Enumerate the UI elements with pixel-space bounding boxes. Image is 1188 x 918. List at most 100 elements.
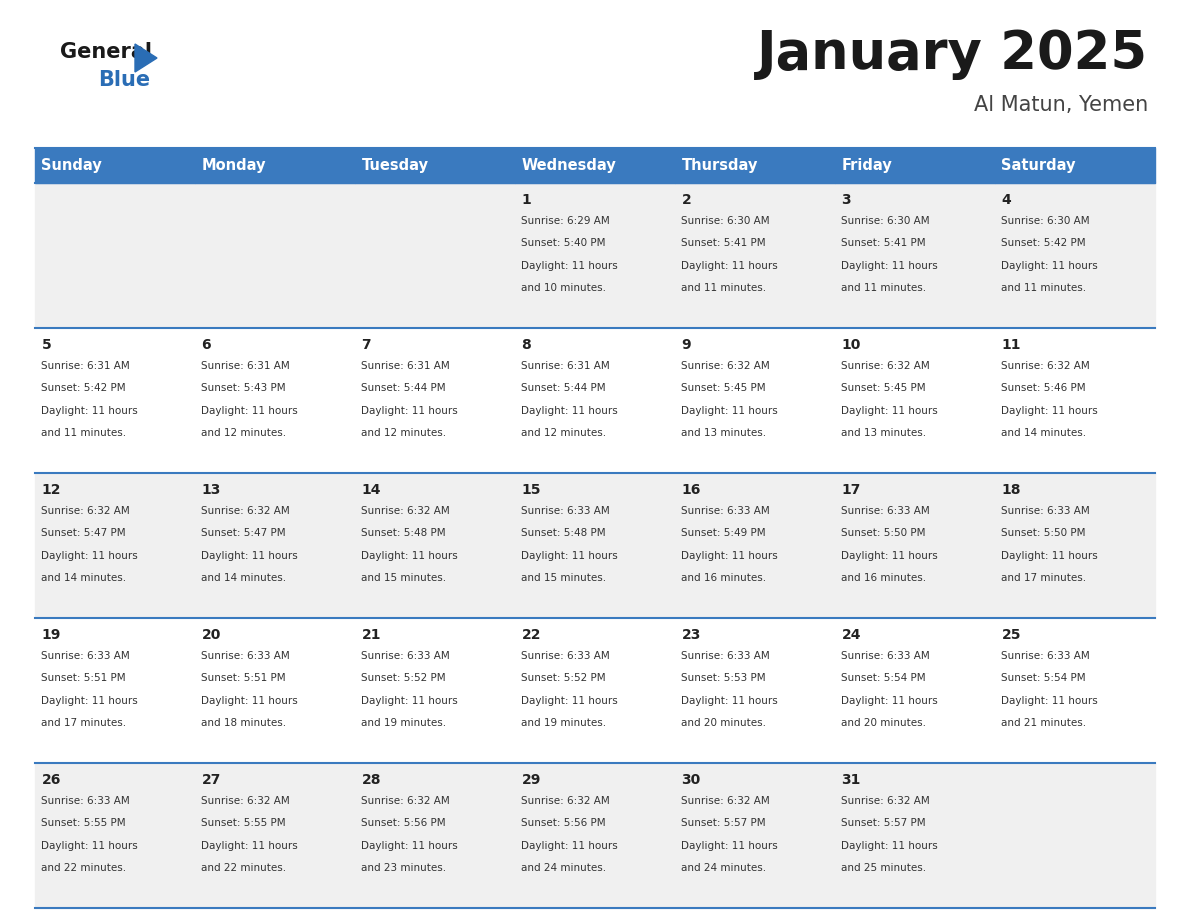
Bar xyxy=(34,148,195,183)
Text: Sunrise: 6:32 AM: Sunrise: 6:32 AM xyxy=(682,361,770,371)
Text: Sunrise: 6:31 AM: Sunrise: 6:31 AM xyxy=(522,361,611,371)
Text: 20: 20 xyxy=(202,628,221,643)
Text: Daylight: 11 hours: Daylight: 11 hours xyxy=(841,406,939,416)
Text: 23: 23 xyxy=(682,628,701,643)
Text: Daylight: 11 hours: Daylight: 11 hours xyxy=(1001,406,1098,416)
Bar xyxy=(675,328,835,473)
Bar xyxy=(355,328,516,473)
Text: and 14 minutes.: and 14 minutes. xyxy=(42,573,127,583)
Text: Sunset: 5:44 PM: Sunset: 5:44 PM xyxy=(522,383,606,393)
Bar xyxy=(996,328,1155,473)
Text: Sunset: 5:55 PM: Sunset: 5:55 PM xyxy=(42,818,126,828)
Text: 29: 29 xyxy=(522,773,541,787)
Text: Sunrise: 6:33 AM: Sunrise: 6:33 AM xyxy=(841,506,930,516)
Text: 14: 14 xyxy=(361,483,381,498)
Text: and 24 minutes.: and 24 minutes. xyxy=(522,863,607,873)
Text: Tuesday: Tuesday xyxy=(361,158,429,173)
Text: Sunrise: 6:33 AM: Sunrise: 6:33 AM xyxy=(1001,651,1091,661)
Text: and 12 minutes.: and 12 minutes. xyxy=(361,428,447,438)
Text: and 11 minutes.: and 11 minutes. xyxy=(841,283,927,293)
Polygon shape xyxy=(135,44,157,72)
Text: Daylight: 11 hours: Daylight: 11 hours xyxy=(682,406,778,416)
Text: Daylight: 11 hours: Daylight: 11 hours xyxy=(42,841,138,851)
Text: and 21 minutes.: and 21 minutes. xyxy=(1001,718,1087,728)
Text: Sunrise: 6:32 AM: Sunrise: 6:32 AM xyxy=(841,361,930,371)
Text: 4: 4 xyxy=(1001,193,1011,207)
Text: Sunset: 5:50 PM: Sunset: 5:50 PM xyxy=(1001,528,1086,538)
Text: Sunrise: 6:29 AM: Sunrise: 6:29 AM xyxy=(522,216,611,226)
Text: 17: 17 xyxy=(841,483,861,498)
Text: Sunset: 5:45 PM: Sunset: 5:45 PM xyxy=(682,383,766,393)
Text: January 2025: January 2025 xyxy=(757,28,1148,80)
Text: Sunset: 5:51 PM: Sunset: 5:51 PM xyxy=(42,673,126,683)
Text: 21: 21 xyxy=(361,628,381,643)
Text: Sunrise: 6:32 AM: Sunrise: 6:32 AM xyxy=(682,796,770,806)
Bar xyxy=(996,473,1155,618)
Text: Sunrise: 6:30 AM: Sunrise: 6:30 AM xyxy=(682,216,770,226)
Bar xyxy=(34,183,195,328)
Text: and 23 minutes.: and 23 minutes. xyxy=(361,863,447,873)
Bar xyxy=(355,618,516,763)
Text: 12: 12 xyxy=(42,483,61,498)
Text: Sunrise: 6:32 AM: Sunrise: 6:32 AM xyxy=(202,506,290,516)
Text: 5: 5 xyxy=(42,338,51,353)
Bar xyxy=(835,473,996,618)
Text: 1: 1 xyxy=(522,193,531,207)
Text: Sunset: 5:51 PM: Sunset: 5:51 PM xyxy=(202,673,286,683)
Text: Sunrise: 6:33 AM: Sunrise: 6:33 AM xyxy=(682,506,770,516)
Text: 10: 10 xyxy=(841,338,861,353)
Bar xyxy=(355,763,516,908)
Text: Daylight: 11 hours: Daylight: 11 hours xyxy=(42,696,138,706)
Text: and 14 minutes.: and 14 minutes. xyxy=(1001,428,1087,438)
Bar xyxy=(835,763,996,908)
Bar xyxy=(675,148,835,183)
Text: Sunset: 5:56 PM: Sunset: 5:56 PM xyxy=(522,818,606,828)
Text: and 20 minutes.: and 20 minutes. xyxy=(841,718,927,728)
Text: 30: 30 xyxy=(682,773,701,787)
Text: 27: 27 xyxy=(202,773,221,787)
Bar xyxy=(675,618,835,763)
Bar xyxy=(355,183,516,328)
Bar xyxy=(195,763,355,908)
Text: Sunset: 5:56 PM: Sunset: 5:56 PM xyxy=(361,818,446,828)
Text: 7: 7 xyxy=(361,338,371,353)
Text: Sunset: 5:41 PM: Sunset: 5:41 PM xyxy=(682,238,766,248)
Text: Daylight: 11 hours: Daylight: 11 hours xyxy=(841,261,939,271)
Text: Daylight: 11 hours: Daylight: 11 hours xyxy=(841,841,939,851)
Text: Daylight: 11 hours: Daylight: 11 hours xyxy=(202,551,298,561)
Text: Thursday: Thursday xyxy=(682,158,758,173)
Text: Sunset: 5:52 PM: Sunset: 5:52 PM xyxy=(361,673,446,683)
Text: Sunset: 5:54 PM: Sunset: 5:54 PM xyxy=(1001,673,1086,683)
Text: Daylight: 11 hours: Daylight: 11 hours xyxy=(202,696,298,706)
Bar xyxy=(516,148,675,183)
Bar xyxy=(516,473,675,618)
Text: Sunset: 5:48 PM: Sunset: 5:48 PM xyxy=(361,528,446,538)
Text: and 18 minutes.: and 18 minutes. xyxy=(202,718,286,728)
Text: Sunset: 5:57 PM: Sunset: 5:57 PM xyxy=(841,818,925,828)
Text: and 11 minutes.: and 11 minutes. xyxy=(682,283,766,293)
Bar xyxy=(195,618,355,763)
Text: Sunrise: 6:33 AM: Sunrise: 6:33 AM xyxy=(522,651,611,661)
Text: Daylight: 11 hours: Daylight: 11 hours xyxy=(522,261,618,271)
Bar xyxy=(195,183,355,328)
Text: 11: 11 xyxy=(1001,338,1020,353)
Text: and 16 minutes.: and 16 minutes. xyxy=(841,573,927,583)
Text: Sunrise: 6:33 AM: Sunrise: 6:33 AM xyxy=(841,651,930,661)
Bar xyxy=(34,328,195,473)
Text: and 12 minutes.: and 12 minutes. xyxy=(522,428,607,438)
Bar xyxy=(516,618,675,763)
Text: and 20 minutes.: and 20 minutes. xyxy=(682,718,766,728)
Bar xyxy=(996,763,1155,908)
Text: 18: 18 xyxy=(1001,483,1020,498)
Text: Wednesday: Wednesday xyxy=(522,158,617,173)
Text: Daylight: 11 hours: Daylight: 11 hours xyxy=(841,696,939,706)
Text: Daylight: 11 hours: Daylight: 11 hours xyxy=(42,551,138,561)
Text: Sunset: 5:55 PM: Sunset: 5:55 PM xyxy=(202,818,286,828)
Text: and 24 minutes.: and 24 minutes. xyxy=(682,863,766,873)
Bar xyxy=(675,473,835,618)
Text: Daylight: 11 hours: Daylight: 11 hours xyxy=(202,406,298,416)
Text: Daylight: 11 hours: Daylight: 11 hours xyxy=(361,841,459,851)
Text: Sunrise: 6:32 AM: Sunrise: 6:32 AM xyxy=(202,796,290,806)
Text: Sunrise: 6:33 AM: Sunrise: 6:33 AM xyxy=(42,651,131,661)
Text: Daylight: 11 hours: Daylight: 11 hours xyxy=(522,696,618,706)
